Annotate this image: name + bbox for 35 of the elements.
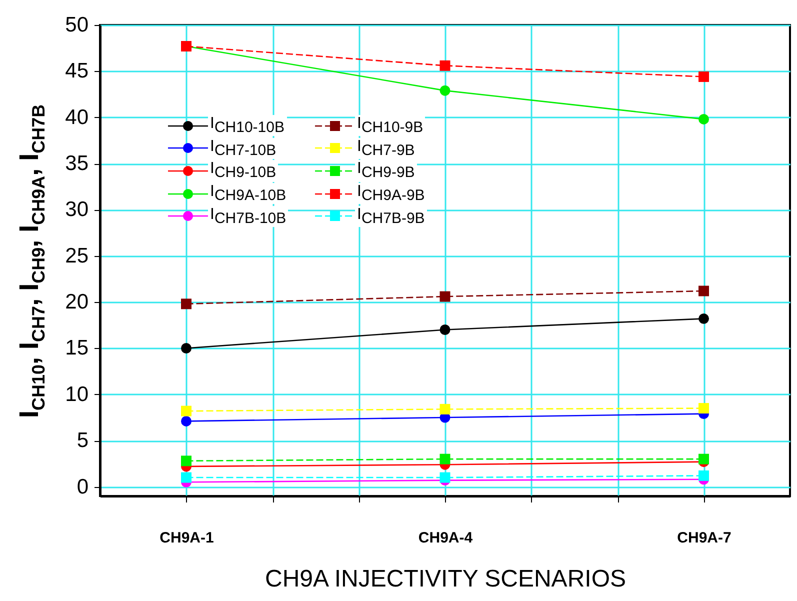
point [181,406,192,416]
point [698,114,709,124]
point [440,291,450,302]
point [440,472,450,483]
point [181,416,192,426]
y-tick-label: 10 [65,382,88,406]
point [440,454,450,464]
point [181,472,192,483]
point [440,85,450,96]
point [440,324,450,335]
point [698,313,709,324]
y-tick-label: 0 [76,475,88,498]
point [181,456,192,466]
point [698,454,709,464]
y-tick-label: 25 [65,244,88,268]
y-tick-label: 45 [65,60,88,83]
point [698,286,709,296]
y-tick-label: 20 [65,290,88,314]
point [440,404,450,414]
x-axis-title: CH9A INJECTIVITY SCENARIOS [265,566,626,592]
point [181,343,192,354]
x-tick-label: CH9A-1 [160,530,214,546]
x-tick-label: CH9A-4 [418,530,474,546]
point [181,298,192,310]
point [698,470,709,481]
y-tick-label: 35 [65,152,88,176]
x-tick-label: CH9A-7 [677,530,732,546]
point [698,403,709,414]
y-tick-label: 15 [65,336,88,360]
y-tick-label: 30 [65,198,88,222]
point [698,71,709,82]
y-tick-label: 40 [65,106,88,129]
y-tick-label: 50 [65,14,88,36]
point [440,60,450,71]
y-tick-label: 5 [76,429,88,452]
